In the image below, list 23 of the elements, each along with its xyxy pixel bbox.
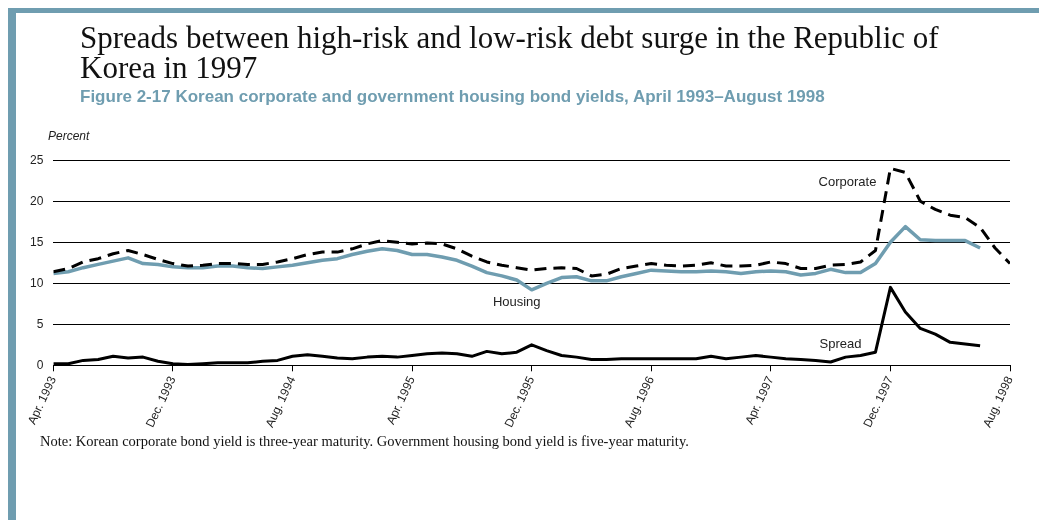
y-axis-title: Percent	[47, 128, 91, 143]
x-tick-label: Aug. 1998	[979, 373, 1016, 430]
x-tick-label: Aug. 1996	[621, 373, 658, 430]
series-label: Corporate	[818, 173, 877, 189]
y-tick-label: 5	[36, 316, 44, 331]
y-tick-label: 15	[29, 234, 44, 249]
y-tick-label: 10	[29, 275, 44, 290]
x-tick-label: Apr. 1997	[742, 373, 777, 427]
x-tick-label: Apr. 1995	[383, 373, 418, 427]
chart-title: Spreads between high-risk and low-risk debt surge in the Republic of Korea in 1997	[79, 19, 940, 85]
series-label: Housing	[492, 293, 541, 309]
x-tick-label: Dec. 1997	[860, 373, 897, 430]
x-tick-label: Dec. 1995	[501, 373, 538, 430]
y-tick-label: 25	[29, 152, 44, 167]
y-tick-label: 0	[36, 357, 44, 372]
x-tick-label: Aug. 1994	[262, 373, 299, 430]
y-tick-label: 20	[29, 193, 44, 208]
text: Note: Korean corporate bond yield is three-year maturity. Government housing bond yield is five-year maturity.	[40, 433, 690, 450]
x-tick-label: Apr. 1993	[24, 373, 60, 427]
line-series	[53, 166, 1010, 278]
series-label: Spread	[819, 335, 862, 351]
x-tick-label: Dec. 1993	[142, 373, 179, 430]
chart-subtitle: Figure 2-17 Korean corporate and government housing bond yields, April 1993–August 1998	[80, 87, 825, 106]
